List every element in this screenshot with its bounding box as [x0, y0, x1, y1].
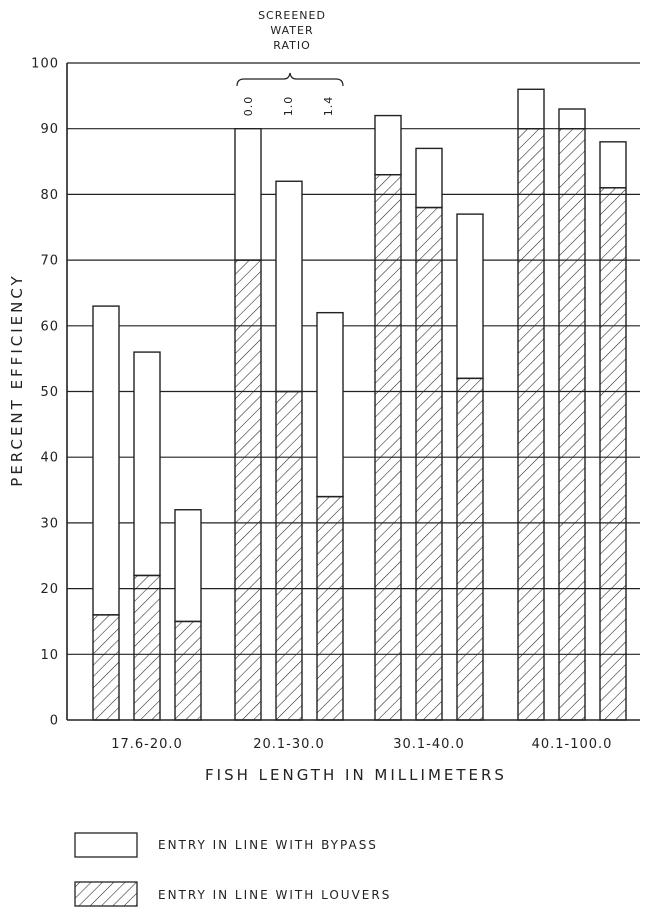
screened-water-ratio-annotation: SCREENED WATER RATIO 0.0 1.0 1.4: [236, 9, 344, 117]
bar-louvers: [275, 390, 303, 721]
bar-louvers: [415, 206, 443, 721]
legend-swatch-bypass: [74, 832, 138, 858]
bar-marks: [92, 88, 627, 721]
bar-louvers: [174, 620, 202, 721]
bar-louvers: [456, 377, 484, 721]
bar-bypass: [316, 311, 344, 498]
bar-louvers: [558, 127, 586, 721]
bar-bypass: [599, 141, 627, 189]
y-tick-label: 100: [31, 57, 59, 72]
annotation-ratio-1: 0.0: [242, 96, 255, 117]
x-axis-title: FISH LENGTH IN MILLIMETERS: [205, 766, 507, 784]
annotation-title-line-1: SCREENED: [258, 9, 326, 22]
bar-bypass: [92, 305, 120, 616]
y-tick-label: 90: [40, 122, 59, 137]
bar-bypass: [174, 509, 202, 623]
bar-bypass: [374, 114, 402, 176]
y-tick-label: 80: [40, 188, 59, 203]
bar-bypass: [234, 127, 262, 261]
bar-bypass: [517, 88, 545, 130]
bar-bypass: [133, 351, 161, 577]
bar-bypass: [456, 213, 484, 380]
bar-bypass: [415, 147, 443, 209]
bar-louvers: [374, 173, 402, 721]
annotation-title-line-2: WATER: [270, 24, 313, 37]
annotation-ratio-2: 1.0: [282, 96, 295, 117]
annotation-brace: [236, 72, 344, 87]
legend-swatch-louvers: [74, 881, 138, 907]
y-tick-label: 70: [40, 254, 59, 269]
bar-louvers: [133, 574, 161, 721]
bar-louvers: [316, 495, 344, 721]
legend: ENTRY IN LINE WITH BYPASS ENTRY IN LINE …: [74, 832, 391, 907]
x-tick-label: 30.1-40.0: [393, 737, 465, 752]
bar-bypass: [558, 108, 586, 130]
annotation-ratio-3: 1.4: [322, 96, 335, 117]
y-tick-label: 20: [40, 582, 59, 597]
bar-louvers: [599, 187, 627, 721]
y-tick-label: 0: [50, 714, 59, 729]
x-tick-label: 17.6-20.0: [111, 737, 183, 752]
x-tick-label: 40.1-100.0: [532, 737, 613, 752]
y-tick-label: 10: [40, 648, 59, 663]
y-tick-labels: 0 10 20 30 40 50 60 70 80 90 100: [31, 57, 59, 729]
y-tick-label: 40: [40, 451, 59, 466]
legend-label-bypass: ENTRY IN LINE WITH BYPASS: [158, 838, 378, 852]
x-tick-label: 20.1-30.0: [253, 737, 325, 752]
bar-bypass: [275, 180, 303, 393]
bar-louvers: [92, 614, 120, 721]
x-tick-labels: 17.6-20.0 20.1-30.0 30.1-40.0 40.1-100.0: [111, 737, 613, 752]
legend-label-louvers: ENTRY IN LINE WITH LOUVERS: [158, 888, 391, 902]
y-tick-label: 30: [40, 516, 59, 531]
annotation-title-line-3: RATIO: [273, 39, 311, 52]
y-tick-label: 60: [40, 319, 59, 334]
y-tick-label: 50: [40, 385, 59, 400]
y-axis-title: PERCENT EFFICIENCY: [8, 273, 26, 486]
bar-louvers: [234, 259, 262, 721]
bar-louvers: [517, 127, 545, 721]
